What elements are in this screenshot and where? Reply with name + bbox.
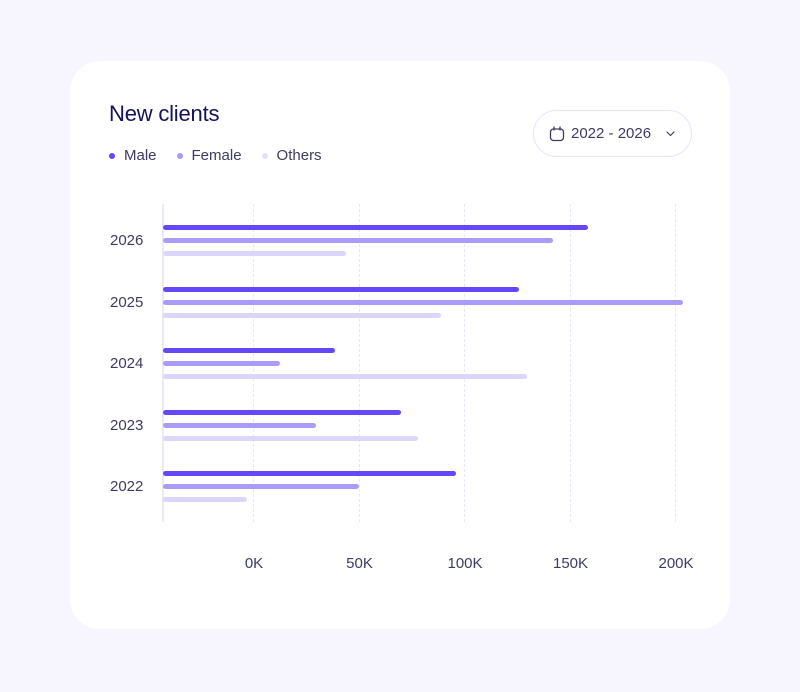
legend-item-female[interactable]: Female (176, 147, 242, 164)
legend-label-female: Female (191, 147, 242, 164)
bar-female-2025[interactable] (163, 299, 684, 305)
legend-dot-female (176, 152, 183, 159)
y-category-label: 2026 (110, 232, 144, 249)
gridline (569, 204, 571, 522)
legend-item-male[interactable]: Male (109, 147, 157, 164)
x-tick-label: 200K (658, 555, 694, 572)
bar-others-2026[interactable] (163, 251, 346, 256)
date-range-label: 2022 - 2026 (571, 125, 652, 142)
new-clients-card: New clients Male Female Others 2022 - 20… (70, 61, 730, 629)
gridline (675, 204, 676, 522)
bar-male-2025[interactable] (163, 286, 519, 292)
bar-others-2024[interactable] (163, 374, 528, 379)
gridline (464, 204, 465, 522)
x-tick-label: 150K (552, 555, 589, 572)
bar-others-2025[interactable] (163, 312, 441, 318)
bar-male-2023[interactable] (163, 409, 401, 415)
gridline (358, 204, 360, 522)
chart-legend: Male Female Others (109, 147, 322, 164)
legend-label-male: Male (124, 147, 157, 164)
legend-dot-male (109, 152, 115, 159)
bar-female-2023[interactable] (163, 422, 317, 428)
y-category-label: 2025 (110, 293, 144, 311)
bar-female-2024[interactable] (163, 361, 281, 366)
legend-dot-others (261, 152, 268, 159)
bar-others-2022[interactable] (163, 497, 247, 502)
y-category-label: 2023 (110, 416, 144, 434)
bar-female-2026[interactable] (163, 238, 553, 243)
bar-female-2022[interactable] (163, 484, 359, 489)
bar-male-2026[interactable] (163, 225, 589, 230)
bar-male-2022[interactable] (163, 471, 456, 476)
bar-male-2024[interactable] (163, 348, 336, 353)
chevron-down-icon (666, 131, 675, 137)
bar-others-2023[interactable] (163, 435, 418, 441)
bar-chart-plot: 0K 50K 100K 150K 200K 2026 2025 2024 2023 2022 (70, 61, 730, 629)
calendar-icon (549, 125, 565, 141)
y-category-label: 2024 (110, 355, 144, 372)
x-tick-label: 100K (447, 555, 483, 572)
x-tick-label: 0K (244, 555, 264, 572)
x-tick-label: 50K (346, 555, 373, 572)
chart-title: New clients (109, 101, 220, 126)
legend-label-others: Others (276, 147, 322, 164)
date-range-dropdown[interactable]: 2022 - 2026 (533, 110, 692, 157)
y-category-label: 2022 (110, 478, 144, 495)
legend-item-others[interactable]: Others (261, 147, 322, 164)
